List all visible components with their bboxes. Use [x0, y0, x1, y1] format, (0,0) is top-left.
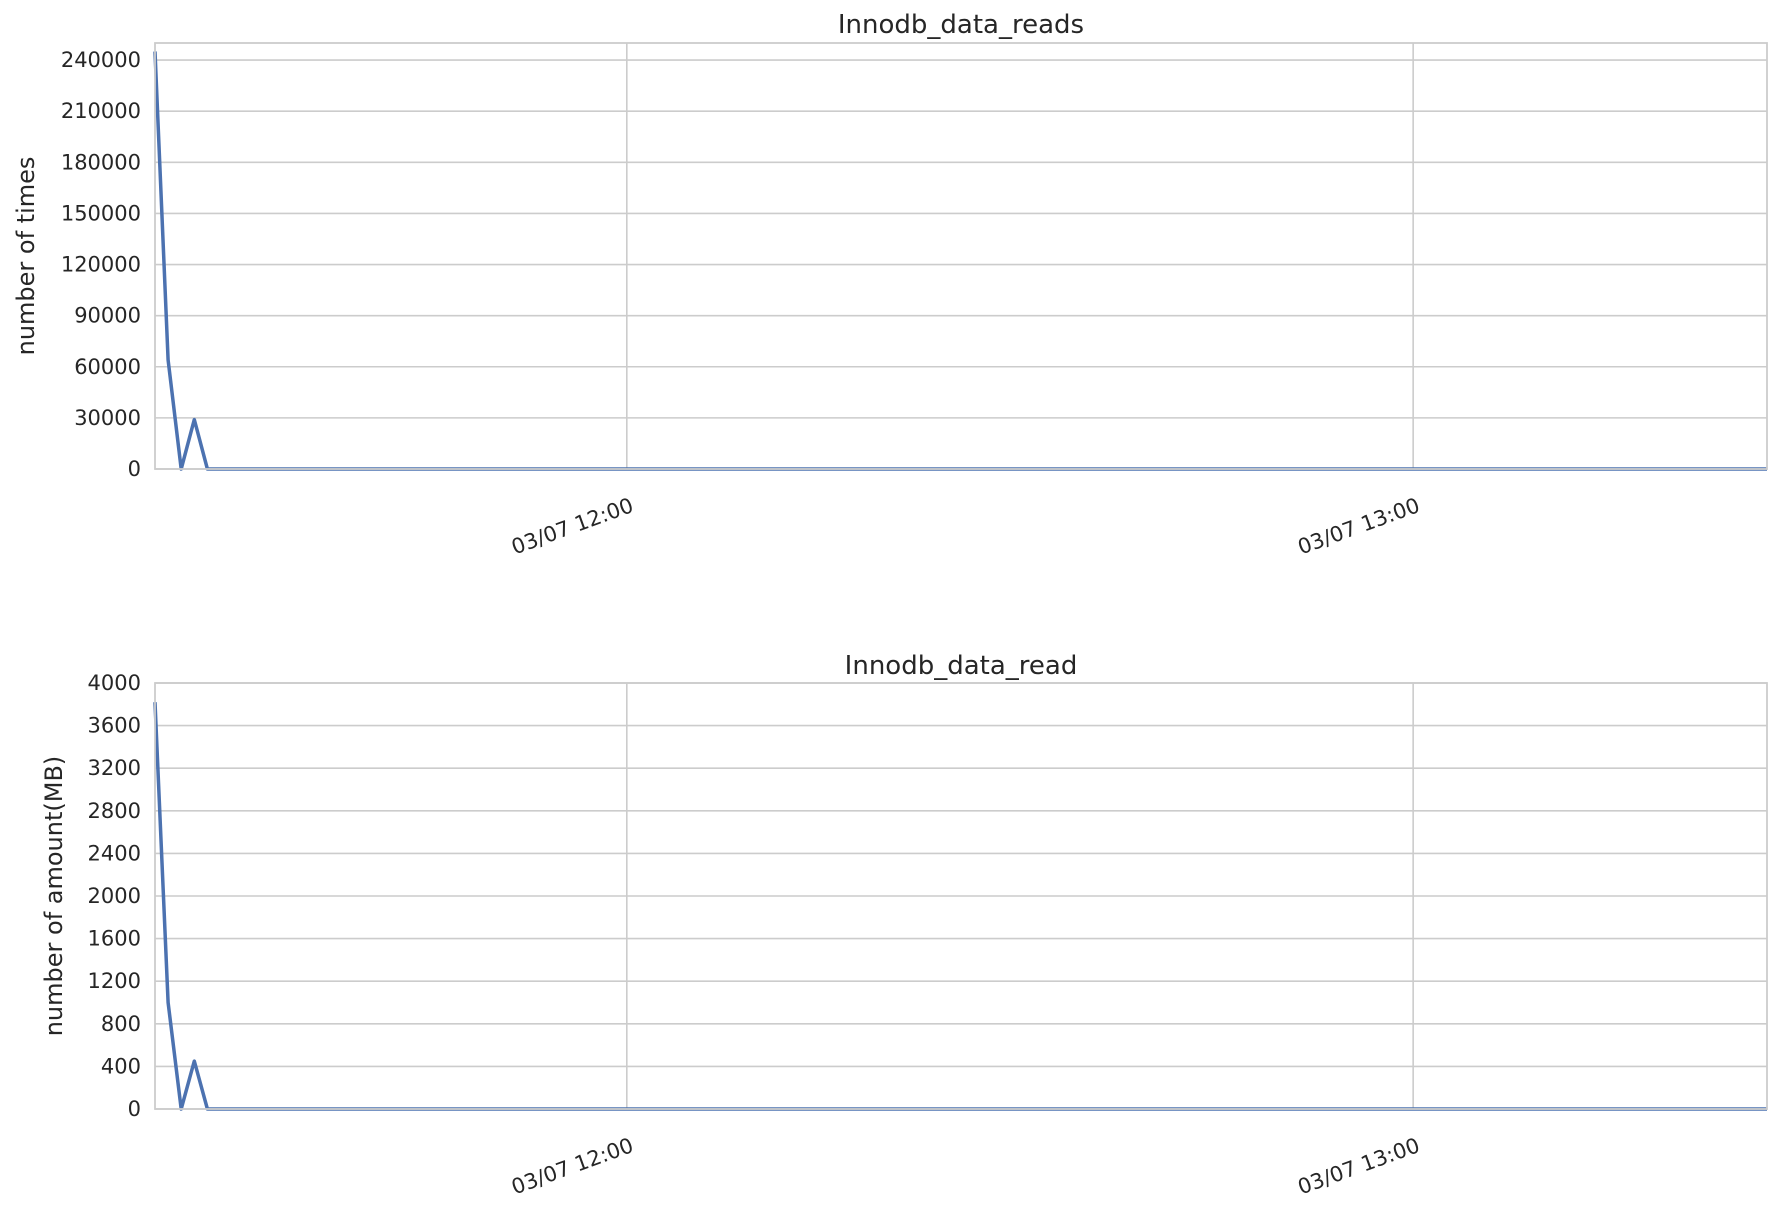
x-tick-labels: 03/07 12:00 03/07 13:00	[508, 1133, 1423, 1199]
y-tick-label: 150000	[61, 201, 141, 225]
y-tick-label: 3200	[88, 756, 141, 780]
chart-innodb-data-read: Innodb_data_read number of amount(MB) 0 4…	[40, 651, 1768, 1199]
y-tick-label: 4000	[88, 671, 141, 695]
y-tick-label: 800	[101, 1012, 141, 1036]
y-tick-label: 60000	[74, 355, 141, 379]
gridlines	[155, 682, 1767, 1110]
y-tick-label: 1600	[88, 927, 141, 951]
y-tick-label: 2000	[88, 884, 141, 908]
x-tick-label: 03/07 12:00	[508, 493, 636, 559]
series-line	[153, 702, 1767, 1111]
y-tick-label: 1200	[88, 969, 141, 993]
y-tick-label: 400	[101, 1054, 141, 1078]
x-tick-label: 03/07 12:00	[508, 1133, 636, 1199]
y-tick-label: 240000	[61, 48, 141, 72]
chart-title: Innodb_data_read	[845, 651, 1078, 681]
y-tick-label: 30000	[74, 406, 141, 430]
y-tick-label: 2400	[88, 841, 141, 865]
y-tick-labels: 0 30000 60000 90000 120000 150000 180000 210000…	[61, 48, 141, 481]
y-axis-label: number of times	[12, 157, 40, 356]
plot-series	[153, 51, 1767, 471]
y-axis-label: number of amount(MB)	[40, 756, 68, 1037]
y-tick-label: 180000	[61, 150, 141, 174]
y-tick-label: 0	[128, 457, 141, 481]
y-tick-label: 210000	[61, 99, 141, 123]
x-tick-label: 03/07 13:00	[1295, 1133, 1423, 1199]
plot-frame	[154, 42, 1768, 470]
x-tick-labels: 03/07 12:00 03/07 13:00	[508, 493, 1423, 559]
chart-innodb-data-reads: Innodb_data_reads number of times 0 30000…	[12, 10, 1768, 559]
plot-frame	[154, 682, 1768, 1110]
x-tick-label: 03/07 13:00	[1295, 493, 1423, 559]
plot-series	[153, 702, 1767, 1111]
y-tick-label: 0	[128, 1097, 141, 1121]
y-tick-labels: 0 400 800 1200 1600 2000 2400 2800 3200 3600 4000	[88, 671, 141, 1121]
y-tick-label: 2800	[88, 799, 141, 823]
y-tick-label: 3600	[88, 714, 141, 738]
series-line	[153, 51, 1767, 471]
gridlines	[155, 43, 1767, 470]
y-tick-label: 90000	[74, 304, 141, 328]
chart-title: Innodb_data_reads	[838, 10, 1084, 40]
y-tick-label: 120000	[61, 253, 141, 277]
